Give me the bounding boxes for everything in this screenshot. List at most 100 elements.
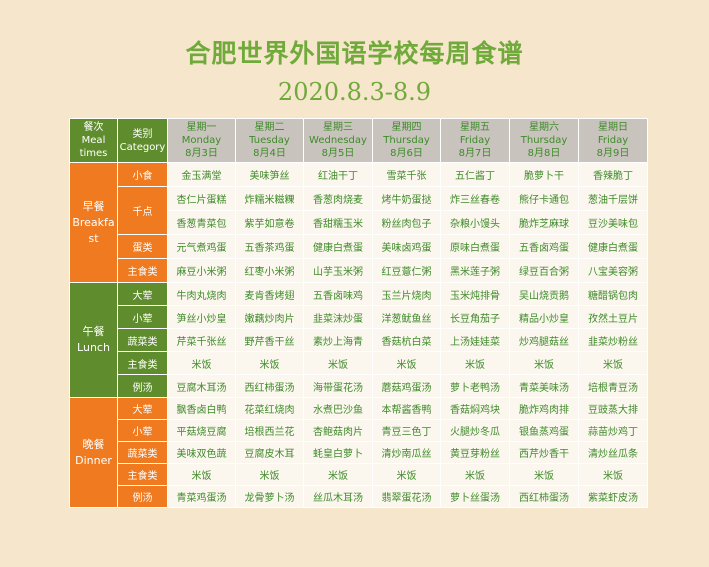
dish-cell: 长豆角茄子 — [440, 305, 510, 329]
dish-cell: 西红柿蛋汤 — [509, 485, 579, 508]
meal-label-breakfast: 早餐 Breakfa st — [69, 162, 118, 283]
category-cell: 主食类 — [117, 351, 168, 375]
table-row: 主食类 米饭 米饭 米饭 米饭 米饭 米饭 米饭 — [70, 351, 648, 375]
dish-cell: 五香茶鸡蛋 — [235, 234, 304, 259]
dish-cell: 炒鸡腿菇丝 — [509, 328, 579, 352]
dish-cell: 米饭 — [440, 463, 510, 486]
dish-cell: 笋丝小炒皇 — [167, 305, 236, 329]
dish-cell: 美味双色蔬 — [167, 441, 236, 464]
dish-cell: 葱油千层饼 — [578, 186, 648, 211]
dish-cell: 米饭 — [578, 351, 648, 375]
dish-cell: 熊仔卡通包 — [509, 186, 579, 211]
meal-header: 餐次 Meal times — [69, 118, 118, 163]
table-row: 午餐 Lunch 大荤 牛肉丸烧肉 麦肯香烤翅 五香卤味鸡 玉兰片烧肉 玉米炖排骨… — [69, 282, 648, 398]
dish-cell: 黑米莲子粥 — [440, 258, 510, 283]
dish-cell: 米饭 — [235, 351, 304, 375]
dish-cell: 萝卜老鸭汤 — [440, 374, 510, 398]
category-cell: 例汤 — [117, 374, 168, 398]
category-cell: 大荤 — [117, 282, 168, 306]
dish-cell: 培根青豆汤 — [578, 374, 648, 398]
dish-cell: 紫菜虾皮汤 — [578, 485, 648, 508]
dish-cell: 孜然土豆片 — [578, 305, 648, 329]
dish-cell: 杏仁片蛋糕 — [167, 186, 236, 211]
dish-cell: 龙骨萝卜汤 — [235, 485, 304, 508]
table-row: 蔬菜类 美味双色蔬 豆腐皮木耳 蚝皇白萝卜 清炒南瓜丝 黄豆芽粉丝 西芹炒香干 … — [70, 441, 648, 464]
dish-cell: 野芹香干丝 — [235, 328, 304, 352]
category-cell: 主食类 — [117, 463, 168, 486]
weekly-menu-table: 餐次 Meal times 类别 Category 星期一 Monday 8月3日 星期二… — [69, 118, 648, 508]
dish-cell: 海带蛋花汤 — [303, 374, 373, 398]
dish-cell: 米饭 — [167, 463, 236, 486]
category-cell: 大荤 — [117, 397, 168, 420]
dish-cell: 本帮酱香鸭 — [372, 397, 441, 420]
dish-cell: 金玉满堂 — [167, 162, 236, 187]
dish-cell: 洋葱鱿鱼丝 — [372, 305, 441, 329]
dish-cell: 花菜红烧肉 — [235, 397, 304, 420]
dish-cell: 米饭 — [372, 351, 441, 375]
category-cell: 小荤 — [117, 419, 168, 442]
dish-cell: 米饭 — [440, 351, 510, 375]
dish-cell: 绿豆百合粥 — [509, 258, 579, 283]
table-row: 例汤 青菜鸡蛋汤 龙骨萝卜汤 丝瓜木耳汤 翡翠蛋花汤 萝卜丝蛋汤 西红柿蛋汤 紫… — [70, 485, 648, 508]
dish-cell: 平菇烧豆腐 — [167, 419, 236, 442]
dish-cell: 牛肉丸烧肉 — [167, 282, 236, 306]
dish-cell: 蒜苗炒鸡丁 — [578, 419, 648, 442]
dish-cell: 麻豆小米粥 — [167, 258, 236, 283]
table-row: 小荤 平菇烧豆腐 培根西兰花 杏鲍菇肉片 青豆三色丁 火腿炒冬瓜 银鱼蒸鸡蛋 蒜… — [70, 419, 648, 442]
day-header-saturday: 星期六 Thursday 8月8日 — [509, 118, 579, 163]
dish-cell: 西芹炒香干 — [509, 441, 579, 464]
dish-cell: 粉丝肉包子 — [372, 210, 441, 235]
dish-cell: 糖醋锅包肉 — [578, 282, 648, 306]
dish-cell: 红枣小米粥 — [235, 258, 304, 283]
dish-cell: 香葱青菜包 — [167, 210, 236, 235]
dish-cell: 玉兰片烧肉 — [372, 282, 441, 306]
dish-cell: 芹菜千张丝 — [167, 328, 236, 352]
dish-cell: 银鱼蒸鸡蛋 — [509, 419, 579, 442]
date-range: 2020.8.3-8.9 — [277, 78, 432, 106]
dish-cell: 香葱肉烧麦 — [303, 186, 373, 211]
table-row: 蛋类 元气煮鸡蛋 五香茶鸡蛋 健康白煮蛋 美味卤鸡蛋 原味白煮蛋 五香卤鸡蛋 健… — [70, 234, 648, 259]
dish-cell: 丝瓜木耳汤 — [303, 485, 373, 508]
category-cell: 蛋类 — [117, 234, 168, 259]
dish-cell: 米饭 — [372, 463, 441, 486]
category-cell: 蔬菜类 — [117, 441, 168, 464]
dish-cell: 素炒上海青 — [303, 328, 373, 352]
header-row: 餐次 Meal times 类别 Category 星期一 Monday 8月3日 星期二… — [69, 118, 648, 163]
dish-cell: 美味卤鸡蛋 — [372, 234, 441, 259]
category-cell: 千点 — [117, 186, 168, 235]
page-title: 合肥世界外国语学校每周食谱 — [185, 39, 524, 68]
dish-cell: 红豆薏仁粥 — [372, 258, 441, 283]
dish-cell: 美味笋丝 — [235, 162, 304, 187]
meal-label-dinner: 晚餐 Dinner — [69, 397, 118, 508]
table-row: 早餐 Breakfa st 小食 金玉满堂 美味笋丝 红油干丁 雪菜千张 五仁酱丁 … — [69, 162, 648, 283]
dish-cell: 萝卜丝蛋汤 — [440, 485, 510, 508]
dish-cell: 韭菜沫炒蛋 — [303, 305, 373, 329]
table-row: 千点 杏仁片蛋糕 炸糯米糍粿 香葱肉烧麦 烤牛奶蛋挞 炸三丝春卷 熊仔卡通包 葱… — [70, 186, 648, 235]
dish-cell: 青菜美味汤 — [509, 374, 579, 398]
dish-cell: 香甜糯玉米 — [303, 210, 373, 235]
dish-cell: 米饭 — [303, 463, 373, 486]
dish-cell: 米饭 — [167, 351, 236, 375]
category-cell: 主食类 — [117, 258, 168, 283]
dish-cell: 五仁酱丁 — [440, 162, 510, 187]
dish-cell: 脆炸鸡肉排 — [509, 397, 579, 420]
dish-cell: 麦肯香烤翅 — [235, 282, 304, 306]
dish-cell: 西红柿蛋汤 — [235, 374, 304, 398]
dish-cell: 五香卤鸡蛋 — [509, 234, 579, 259]
dish-cell: 炸三丝春卷 — [440, 186, 510, 211]
dish-cell: 豆沙美味包 — [578, 210, 648, 235]
day-header-sunday: 星期日 Friday 8月9日 — [578, 118, 648, 163]
dish-cell: 清炒丝瓜条 — [578, 441, 648, 464]
dish-cell: 豆豉蒸大排 — [578, 397, 648, 420]
day-header-thursday: 星期四 Thursday 8月6日 — [372, 118, 441, 163]
dish-cell: 翡翠蛋花汤 — [372, 485, 441, 508]
dish-cell: 吴山烧贡鹅 — [509, 282, 579, 306]
dish-cell: 米饭 — [509, 351, 579, 375]
dish-cell: 杏鲍菇肉片 — [303, 419, 373, 442]
dish-cell: 蘑菇鸡蛋汤 — [372, 374, 441, 398]
dish-cell: 豆腐木耳汤 — [167, 374, 236, 398]
dish-cell: 精品小炒皇 — [509, 305, 579, 329]
dish-cell: 米饭 — [235, 463, 304, 486]
dish-cell: 嫩藕炒肉片 — [235, 305, 304, 329]
dish-cell: 健康白煮蛋 — [578, 234, 648, 259]
